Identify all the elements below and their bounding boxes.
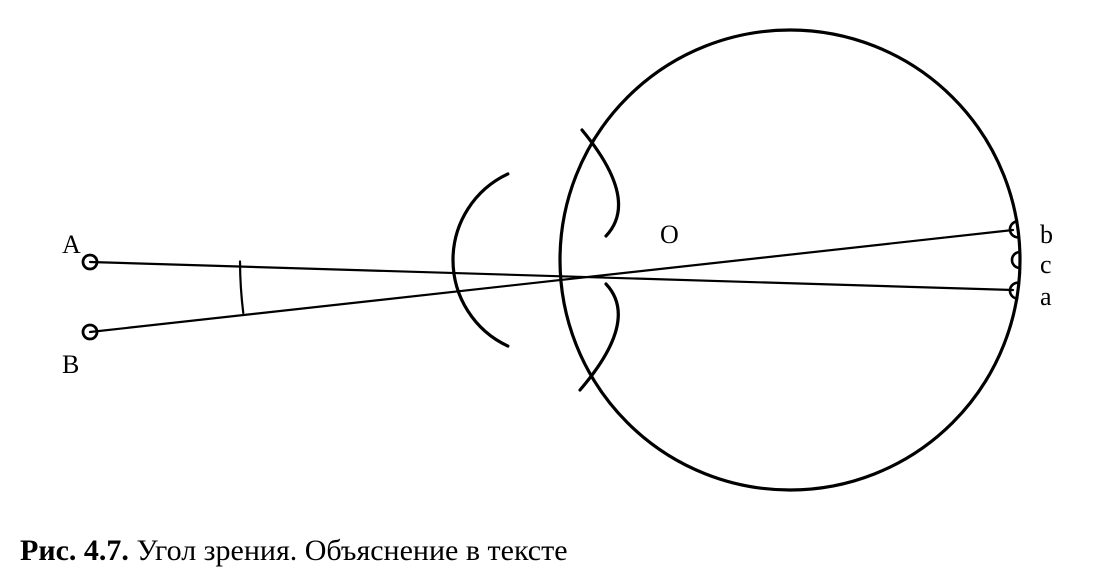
figure-caption: Рис. 4.7. Угол зрения. Объяснение в текс…	[20, 533, 568, 569]
figure-canvas: A B O b c a Рис. 4.7. Угол зрения. Объяс…	[0, 0, 1118, 581]
label-b: b	[1040, 222, 1053, 248]
label-c: c	[1040, 252, 1052, 278]
label-B: B	[62, 352, 79, 378]
label-O: O	[660, 222, 679, 248]
label-A: A	[62, 232, 81, 258]
caption-text: Угол зрения. Объяснение в тексте	[136, 534, 567, 567]
label-a: a	[1040, 284, 1052, 310]
eye-diagram-svg	[0, 0, 1118, 581]
caption-label: Рис. 4.7.	[20, 534, 129, 567]
